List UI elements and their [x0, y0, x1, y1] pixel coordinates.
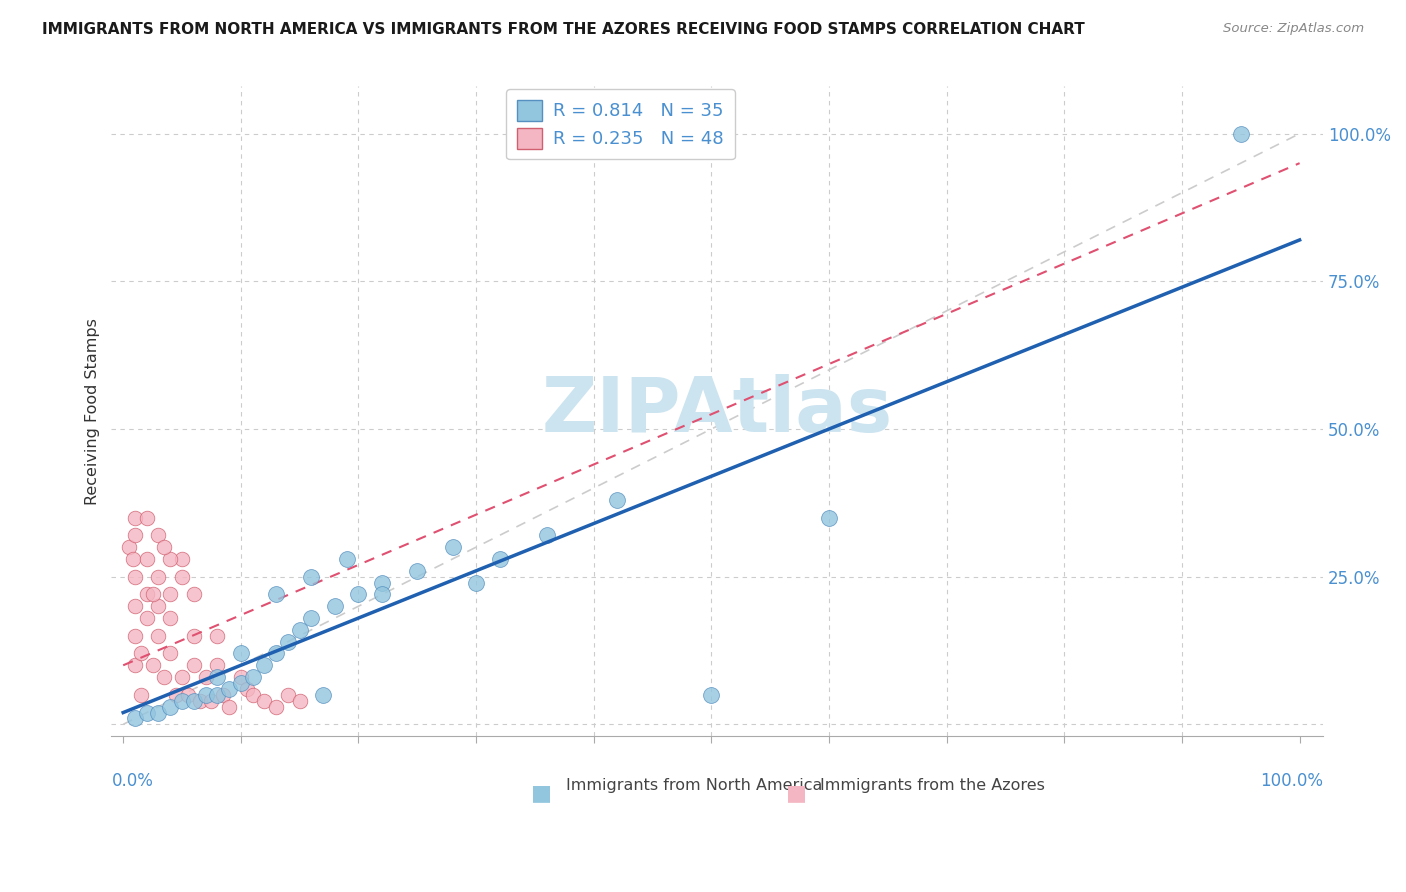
Point — [135, 706, 157, 720]
Point — [135, 611, 157, 625]
Point — [264, 699, 287, 714]
Legend: R = 0.814   N = 35, R = 0.235   N = 48: R = 0.814 N = 35, R = 0.235 N = 48 — [506, 89, 734, 160]
Point — [371, 587, 394, 601]
Point — [148, 599, 170, 614]
Point — [277, 688, 299, 702]
Point — [124, 711, 146, 725]
Point — [170, 552, 193, 566]
Point — [165, 688, 187, 702]
Point — [336, 552, 359, 566]
Point — [229, 670, 252, 684]
Point — [207, 670, 229, 684]
Point — [371, 575, 394, 590]
Point — [129, 688, 152, 702]
Point — [159, 552, 181, 566]
Point — [1229, 127, 1251, 141]
Point — [229, 676, 252, 690]
Point — [218, 699, 240, 714]
Point — [183, 587, 205, 601]
Point — [194, 688, 217, 702]
Text: 0.0%: 0.0% — [111, 772, 153, 790]
Point — [124, 658, 146, 673]
Y-axis label: Receiving Food Stamps: Receiving Food Stamps — [86, 318, 100, 505]
Point — [323, 599, 346, 614]
Point — [170, 694, 193, 708]
Point — [264, 647, 287, 661]
Point — [148, 570, 170, 584]
Point — [606, 492, 628, 507]
Point — [148, 528, 170, 542]
Text: ZIPAtlas: ZIPAtlas — [541, 375, 893, 449]
Text: IMMIGRANTS FROM NORTH AMERICA VS IMMIGRANTS FROM THE AZORES RECEIVING FOOD STAMP: IMMIGRANTS FROM NORTH AMERICA VS IMMIGRA… — [42, 22, 1085, 37]
Text: ■: ■ — [531, 783, 553, 803]
Point — [218, 681, 240, 696]
Point — [818, 510, 841, 524]
Text: Immigrants from the Azores: Immigrants from the Azores — [820, 779, 1045, 793]
Point — [465, 575, 488, 590]
Point — [488, 552, 510, 566]
Point — [188, 694, 211, 708]
Point — [129, 647, 152, 661]
Point — [153, 670, 176, 684]
Point — [299, 611, 322, 625]
Point — [135, 552, 157, 566]
Point — [142, 658, 165, 673]
Point — [207, 688, 229, 702]
Point — [229, 647, 252, 661]
Point — [183, 694, 205, 708]
Point — [312, 688, 335, 702]
Text: Source: ZipAtlas.com: Source: ZipAtlas.com — [1223, 22, 1364, 36]
Point — [264, 587, 287, 601]
Point — [124, 528, 146, 542]
Point — [159, 699, 181, 714]
Point — [142, 587, 165, 601]
Point — [135, 587, 157, 601]
Point — [406, 564, 429, 578]
Point — [288, 694, 311, 708]
Point — [148, 706, 170, 720]
Text: ■: ■ — [786, 783, 807, 803]
Point — [441, 540, 464, 554]
Point — [177, 688, 200, 702]
Point — [700, 688, 723, 702]
Point — [207, 629, 229, 643]
Point — [347, 587, 370, 601]
Point — [118, 540, 141, 554]
Point — [124, 570, 146, 584]
Point — [124, 510, 146, 524]
Point — [170, 570, 193, 584]
Point — [170, 670, 193, 684]
Point — [183, 629, 205, 643]
Text: 100.0%: 100.0% — [1260, 772, 1323, 790]
Point — [124, 629, 146, 643]
Point — [288, 623, 311, 637]
Point — [159, 587, 181, 601]
Point — [242, 688, 264, 702]
Point — [212, 688, 235, 702]
Point — [235, 681, 257, 696]
Point — [148, 629, 170, 643]
Point — [124, 599, 146, 614]
Point — [135, 510, 157, 524]
Point — [159, 611, 181, 625]
Point — [183, 658, 205, 673]
Point — [159, 647, 181, 661]
Point — [277, 634, 299, 648]
Point — [253, 658, 276, 673]
Point — [194, 670, 217, 684]
Point — [121, 552, 143, 566]
Point — [299, 570, 322, 584]
Point — [200, 694, 222, 708]
Point — [536, 528, 558, 542]
Point — [153, 540, 176, 554]
Text: Immigrants from North America: Immigrants from North America — [565, 779, 823, 793]
Point — [207, 658, 229, 673]
Point — [242, 670, 264, 684]
Point — [253, 694, 276, 708]
